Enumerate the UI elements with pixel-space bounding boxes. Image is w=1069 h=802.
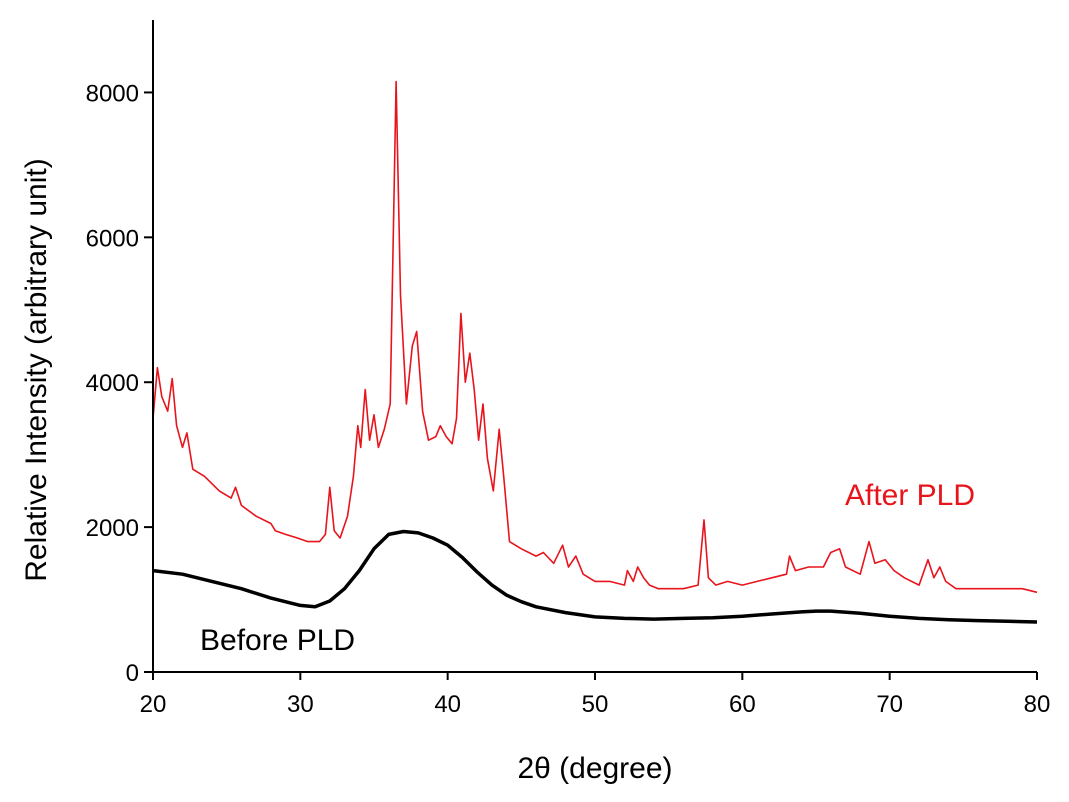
y-tick-label: 2000 bbox=[86, 515, 139, 542]
y-tick-label: 6000 bbox=[86, 225, 139, 252]
y-axis-label: Relative Intensity (arbitrary unit) bbox=[20, 158, 53, 582]
series-line bbox=[152, 80, 1038, 594]
x-axis-label: 2θ (degree) bbox=[517, 752, 672, 785]
y-tick-label: 0 bbox=[126, 660, 139, 687]
x-tick-label: 50 bbox=[582, 691, 609, 718]
y-tick-label: 4000 bbox=[86, 370, 139, 397]
y-tick-label: 8000 bbox=[86, 80, 139, 107]
x-tick-label: 80 bbox=[1024, 691, 1051, 718]
x-tick-label: 30 bbox=[287, 691, 314, 718]
x-tick-label: 60 bbox=[729, 691, 756, 718]
series-line bbox=[152, 529, 1038, 624]
x-tick-label: 40 bbox=[434, 691, 461, 718]
series-label: After PLD bbox=[845, 479, 975, 512]
x-tick-label: 70 bbox=[876, 691, 903, 718]
x-tick-label: 20 bbox=[140, 691, 167, 718]
series-label: Before PLD bbox=[200, 624, 355, 657]
